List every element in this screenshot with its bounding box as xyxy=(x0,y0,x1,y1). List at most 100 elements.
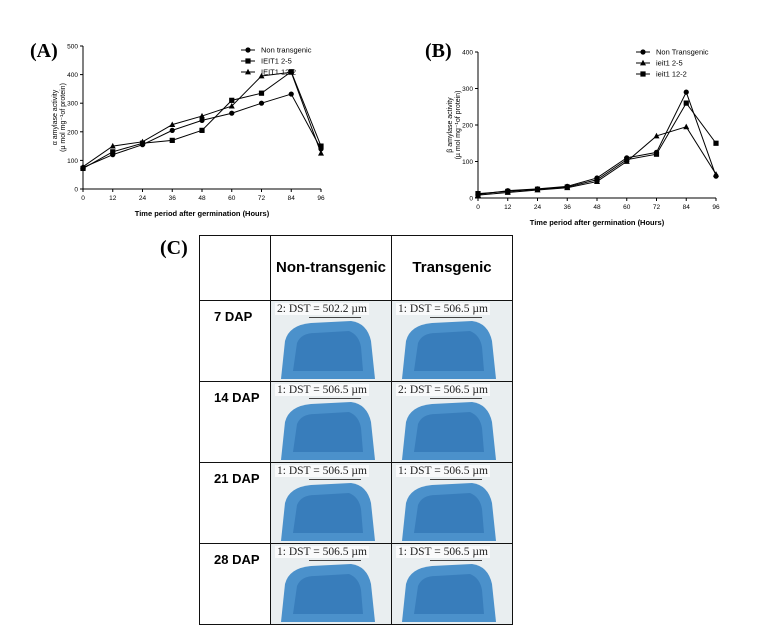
data-point xyxy=(199,117,205,123)
panel-a-label: (A) xyxy=(30,40,58,62)
scale-bar xyxy=(309,398,361,399)
data-point xyxy=(594,177,600,183)
scale-bar xyxy=(309,560,361,561)
y-tick-label: 200 xyxy=(67,129,78,136)
x-tick-label: 84 xyxy=(683,204,691,211)
data-point xyxy=(653,132,660,139)
scale-bar xyxy=(430,479,482,480)
scale-bar xyxy=(430,560,482,561)
data-point xyxy=(505,188,511,195)
y-tick-label: 100 xyxy=(462,159,473,166)
scale-bar xyxy=(309,317,361,318)
scale-label: 2: DST = 506.5 µm xyxy=(396,384,490,396)
image-cell: 1: DST = 506.5 µm xyxy=(391,462,513,544)
seed-section-image: 2: DST = 506.5 µm xyxy=(392,382,512,462)
y-tick-label: 500 xyxy=(67,44,78,51)
seed-section-image: 1: DST = 506.5 µm xyxy=(392,301,512,381)
scale-label: 1: DST = 506.5 µm xyxy=(275,546,369,558)
data-point xyxy=(288,69,295,75)
x-tick-label: 12 xyxy=(109,195,117,202)
seed-section-image: 1: DST = 506.5 µm xyxy=(271,382,391,462)
image-cell: 2: DST = 502.2 µm xyxy=(270,300,392,382)
scale-bar xyxy=(309,479,361,480)
data-point xyxy=(475,191,481,197)
x-tick-label: 48 xyxy=(198,195,206,202)
x-tick-label: 12 xyxy=(504,204,512,211)
legend-marker xyxy=(245,47,251,53)
legend-label: ieit1 2-5 xyxy=(656,59,683,68)
data-point xyxy=(683,89,689,95)
x-tick-label: 36 xyxy=(564,204,572,211)
y-tick-label: 0 xyxy=(469,196,473,203)
x-tick-label: 72 xyxy=(653,204,661,211)
x-tick-label: 60 xyxy=(623,204,631,211)
y-axis-label-units: (µ mol mg⁻¹of protein) xyxy=(455,91,462,160)
data-point xyxy=(109,142,116,149)
data-point xyxy=(258,72,265,79)
data-point xyxy=(564,184,570,190)
data-point xyxy=(110,149,116,155)
x-axis-label: Time period after germination (Hours) xyxy=(530,218,665,227)
x-tick-label: 96 xyxy=(712,204,720,211)
data-point xyxy=(624,157,630,163)
data-point xyxy=(169,137,175,143)
y-tick-label: 300 xyxy=(462,86,473,93)
data-point xyxy=(80,163,86,170)
chart-b: 0 100 200 300 400 0 12 24 36 48 60 72 84 96 Time perio… xyxy=(447,48,720,228)
seed-section-image: 1: DST = 506.5 µm xyxy=(392,544,512,624)
scale-label: 1: DST = 506.5 µm xyxy=(275,465,369,477)
y-axis-label: β amylase activity xyxy=(447,97,454,153)
legend-marker xyxy=(245,68,251,75)
legend-marker xyxy=(640,59,646,66)
x-tick-label: 24 xyxy=(534,204,542,211)
panel-b-label: (B) xyxy=(425,40,452,62)
row-label-14-dap: 14 DAP xyxy=(199,381,271,463)
y-tick-label: 0 xyxy=(74,187,78,194)
y-tick-label: 200 xyxy=(462,123,473,130)
image-cell: 1: DST = 506.5 µm xyxy=(270,543,392,625)
seed-section-image: 1: DST = 506.5 µm xyxy=(271,463,391,543)
x-tick-label: 0 xyxy=(81,195,85,202)
image-cell: 1: DST = 506.5 µm xyxy=(391,300,513,382)
image-cell: 1: DST = 506.5 µm xyxy=(270,462,392,544)
scale-label: 1: DST = 506.5 µm xyxy=(396,546,490,558)
data-point xyxy=(229,110,235,116)
table-corner-cell xyxy=(199,235,271,301)
data-point xyxy=(199,127,205,133)
scale-bar xyxy=(430,317,482,318)
legend-marker xyxy=(640,49,646,55)
x-axis-label: Time period after germination (Hours) xyxy=(135,209,270,218)
image-cell: 1: DST = 506.5 µm xyxy=(270,381,392,463)
scale-label: 1: DST = 506.5 µm xyxy=(275,384,369,396)
legend-marker xyxy=(640,71,646,77)
row-label-21-dap: 21 DAP xyxy=(199,462,271,544)
legend-label: Non Transgenic xyxy=(656,48,709,57)
header-transgenic: Transgenic xyxy=(391,235,513,301)
legend-label: IEIT1 2-5 xyxy=(261,57,292,66)
x-tick-label: 36 xyxy=(169,195,177,202)
data-point xyxy=(318,150,324,156)
x-tick-label: 84 xyxy=(288,195,296,202)
legend-marker xyxy=(245,58,251,64)
scale-label: 1: DST = 506.5 µm xyxy=(396,465,490,477)
data-point xyxy=(229,97,235,103)
data-point xyxy=(169,127,175,133)
header-non-transgenic: Non-transgenic xyxy=(270,235,392,301)
y-axis-label-units: (µ mol mg⁻¹of protein) xyxy=(60,83,67,152)
data-point xyxy=(683,123,690,130)
y-tick-label: 100 xyxy=(67,158,78,165)
data-point xyxy=(288,91,294,97)
y-tick-label: 300 xyxy=(67,101,78,108)
data-point xyxy=(713,140,719,146)
series-line xyxy=(477,126,717,196)
scale-label: 1: DST = 506.5 µm xyxy=(396,303,490,315)
dap-image-table: Non-transgenic Transgenic 7 DAP 2: DST =… xyxy=(199,235,513,625)
data-point xyxy=(139,138,146,145)
data-point xyxy=(534,186,541,192)
data-point xyxy=(228,102,235,109)
scale-label: 2: DST = 502.2 µm xyxy=(275,303,369,315)
data-point xyxy=(199,112,205,119)
row-label-7-dap: 7 DAP xyxy=(199,300,271,382)
panel-c-label: (C) xyxy=(160,237,188,259)
x-tick-label: 24 xyxy=(139,195,147,202)
